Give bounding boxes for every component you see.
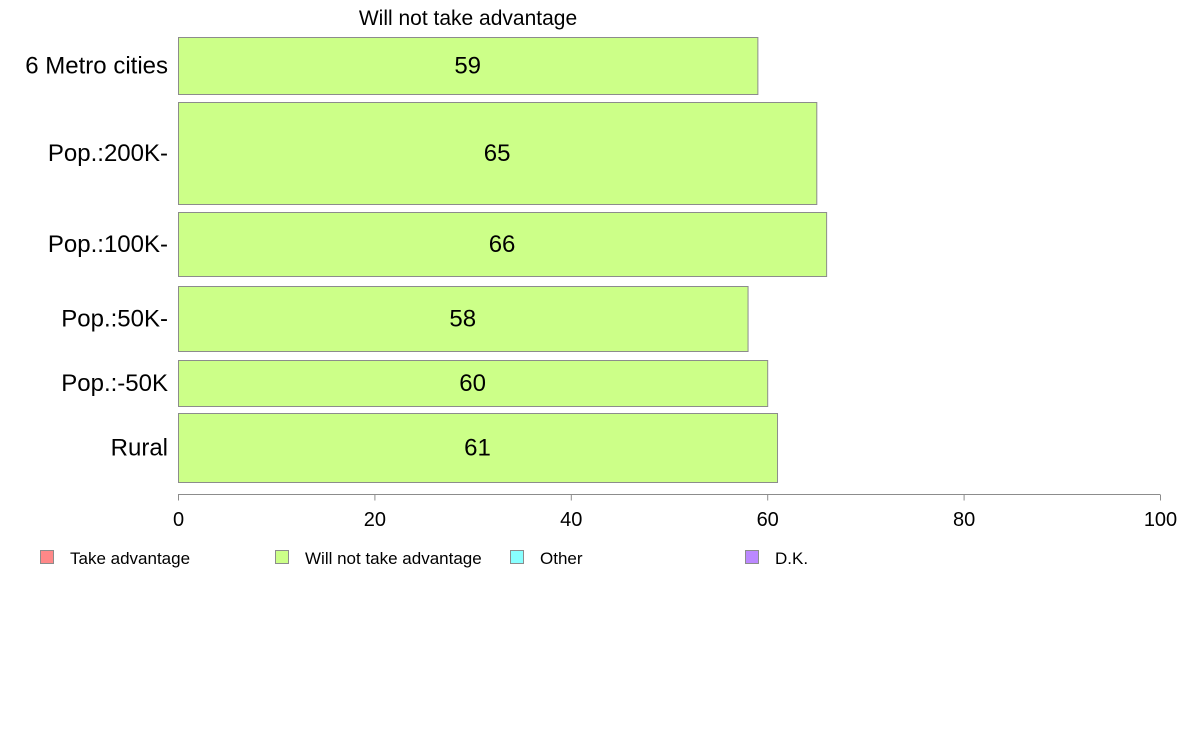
bar-value-label-1: 65	[484, 140, 511, 167]
legend-swatch-2	[510, 550, 524, 564]
x-tick-label-4: 80	[953, 509, 975, 531]
bar-value-label-4: 60	[459, 370, 486, 397]
category-label-1: Pop.:200K-	[48, 140, 168, 167]
bar-5	[178, 413, 779, 483]
legend-swatch-0	[40, 550, 54, 564]
bar-value-label-0: 59	[454, 53, 481, 80]
bar-2	[178, 212, 828, 277]
chart-title: Will not take advantage	[359, 7, 577, 30]
x-tick-label-0: 0	[173, 509, 184, 531]
bars-group: 59 6 Metro cities 65 Pop.:200K- 66 Pop.:100K-…	[25, 37, 828, 483]
bar-3	[178, 286, 749, 352]
legend: Take advantage Will not take advantage Oth…	[40, 549, 808, 568]
legend-label-0: Take advantage	[70, 549, 190, 568]
bar-value-label-3: 58	[449, 306, 476, 333]
bar-value-label-2: 66	[489, 231, 516, 258]
x-tick-label-5: 100	[1144, 509, 1177, 531]
legend-swatch-3	[745, 550, 759, 564]
category-label-3: Pop.:50K-	[61, 306, 168, 333]
category-label-0: 6 Metro cities	[25, 53, 168, 80]
legend-swatch-1	[275, 550, 289, 564]
legend-label-3: D.K.	[775, 549, 808, 568]
legend-label-1: Will not take advantage	[305, 549, 482, 568]
x-axis: 0 20 40 60 80 100	[173, 494, 1177, 531]
bar-0	[178, 37, 759, 95]
x-tick-label-3: 60	[757, 509, 779, 531]
bar-value-label-5: 61	[464, 435, 491, 462]
category-label-4: Pop.:-50K	[61, 370, 168, 397]
bar-4	[178, 360, 769, 407]
x-tick-label-1: 20	[364, 509, 386, 531]
x-tick-label-2: 40	[560, 509, 582, 531]
legend-label-2: Other	[540, 549, 583, 568]
category-label-5: Rural	[111, 435, 168, 462]
bar-1	[178, 102, 818, 205]
category-label-2: Pop.:100K-	[48, 231, 168, 258]
